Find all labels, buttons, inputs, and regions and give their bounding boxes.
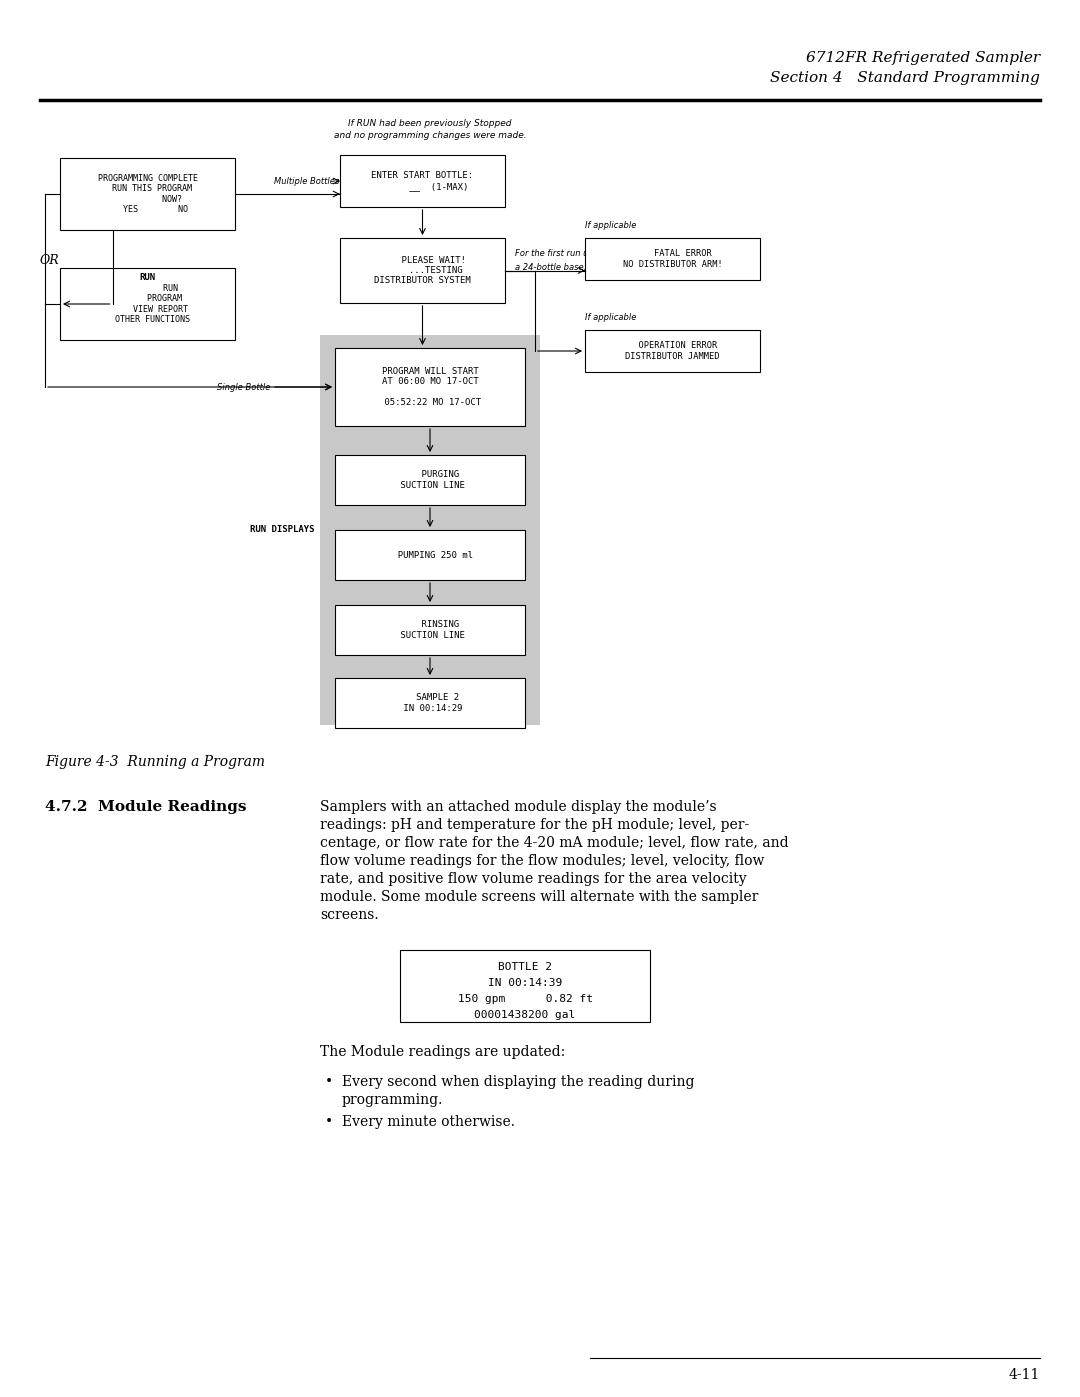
Text: OPERATION ERROR
DISTRIBUTOR JAMMED: OPERATION ERROR DISTRIBUTOR JAMMED: [625, 341, 719, 360]
Text: Figure 4-3  Running a Program: Figure 4-3 Running a Program: [45, 754, 265, 768]
Bar: [335, 455, 525, 504]
Text: PURGING
 SUCTION LINE: PURGING SUCTION LINE: [395, 471, 464, 490]
Text: Every minute otherwise.: Every minute otherwise.: [342, 1115, 515, 1129]
Text: OR: OR: [40, 253, 59, 267]
Bar: [585, 330, 760, 372]
Text: flow volume readings for the flow modules; level, velocity, flow: flow volume readings for the flow module…: [320, 854, 765, 868]
Bar: [60, 268, 235, 339]
Text: IN 00:14:39: IN 00:14:39: [488, 978, 562, 988]
Text: and no programming changes were made.: and no programming changes were made.: [334, 131, 526, 140]
Text: RUN: RUN: [139, 272, 156, 282]
Text: Samplers with an attached module display the module’s: Samplers with an attached module display…: [320, 800, 717, 814]
Bar: [585, 237, 760, 279]
Text: PLEASE WAIT!
     ...TESTING
DISTRIBUTOR SYSTEM: PLEASE WAIT! ...TESTING DISTRIBUTOR SYST…: [374, 256, 471, 285]
Bar: [335, 678, 525, 728]
Bar: [335, 529, 525, 580]
Text: 6712FR Refrigerated Sampler: 6712FR Refrigerated Sampler: [806, 52, 1040, 66]
Text: screens.: screens.: [320, 908, 379, 922]
Text: For the first run using: For the first run using: [515, 249, 606, 257]
Text: PROGRAMMING COMPLETE
  RUN THIS PROGRAM
          NOW?
   YES        NO: PROGRAMMING COMPLETE RUN THIS PROGRAM NO…: [97, 173, 198, 214]
Bar: [60, 158, 235, 231]
Text: If applicable: If applicable: [585, 221, 636, 231]
Text: The Module readings are updated:: The Module readings are updated:: [320, 1045, 565, 1059]
Text: centage, or flow rate for the 4-20 mA module; level, flow rate, and: centage, or flow rate for the 4-20 mA mo…: [320, 835, 788, 849]
Bar: [340, 155, 505, 207]
Bar: [335, 605, 525, 655]
Text: 150 gpm      0.82 ft: 150 gpm 0.82 ft: [458, 995, 593, 1004]
Text: readings: pH and temperature for the pH module; level, per-: readings: pH and temperature for the pH …: [320, 819, 750, 833]
Text: module. Some module screens will alternate with the sampler: module. Some module screens will alterna…: [320, 890, 758, 904]
Text: RINSING
 SUCTION LINE: RINSING SUCTION LINE: [395, 620, 464, 640]
Text: a 24-bottle base.: a 24-bottle base.: [515, 264, 586, 272]
Text: programming.: programming.: [342, 1092, 444, 1106]
Text: •: •: [325, 1076, 334, 1090]
Text: •: •: [325, 1115, 334, 1129]
Text: Multiple Bottles: Multiple Bottles: [274, 176, 339, 186]
Text: SAMPLE 2
 IN 00:14:29: SAMPLE 2 IN 00:14:29: [397, 693, 462, 712]
Text: 00001438200 gal: 00001438200 gal: [474, 1010, 576, 1020]
Text: RUN DISPLAYS: RUN DISPLAYS: [251, 525, 315, 535]
Bar: [340, 237, 505, 303]
Text: FATAL ERROR
NO DISTRIBUTOR ARM!: FATAL ERROR NO DISTRIBUTOR ARM!: [623, 249, 723, 268]
Text: ENTER START BOTTLE:
      __  (1-MAX): ENTER START BOTTLE: __ (1-MAX): [372, 172, 473, 191]
Text: 4.7.2  Module Readings: 4.7.2 Module Readings: [45, 800, 246, 814]
Text: RUN
       PROGRAM
     VIEW REPORT
  OTHER FUNCTIONS: RUN PROGRAM VIEW REPORT OTHER FUNCTIONS: [105, 284, 190, 324]
Text: Every second when displaying the reading during: Every second when displaying the reading…: [342, 1076, 694, 1090]
Text: Section 4   Standard Programming: Section 4 Standard Programming: [770, 71, 1040, 85]
Text: Single Bottle: Single Bottle: [217, 383, 270, 391]
Text: PUMPING 250 ml: PUMPING 250 ml: [387, 550, 473, 560]
Text: 4-11: 4-11: [1009, 1368, 1040, 1382]
Text: If RUN had been previously Stopped: If RUN had been previously Stopped: [348, 119, 512, 129]
Bar: [335, 348, 525, 426]
Text: BOTTLE 2: BOTTLE 2: [498, 963, 552, 972]
Text: If applicable: If applicable: [585, 313, 636, 321]
Text: rate, and positive flow volume readings for the area velocity: rate, and positive flow volume readings …: [320, 872, 746, 886]
Bar: [320, 335, 540, 725]
Bar: [400, 950, 650, 1023]
Text: PROGRAM WILL START
AT 06:00 MO 17-OCT

 05:52:22 MO 17-OCT: PROGRAM WILL START AT 06:00 MO 17-OCT 05…: [379, 367, 481, 407]
